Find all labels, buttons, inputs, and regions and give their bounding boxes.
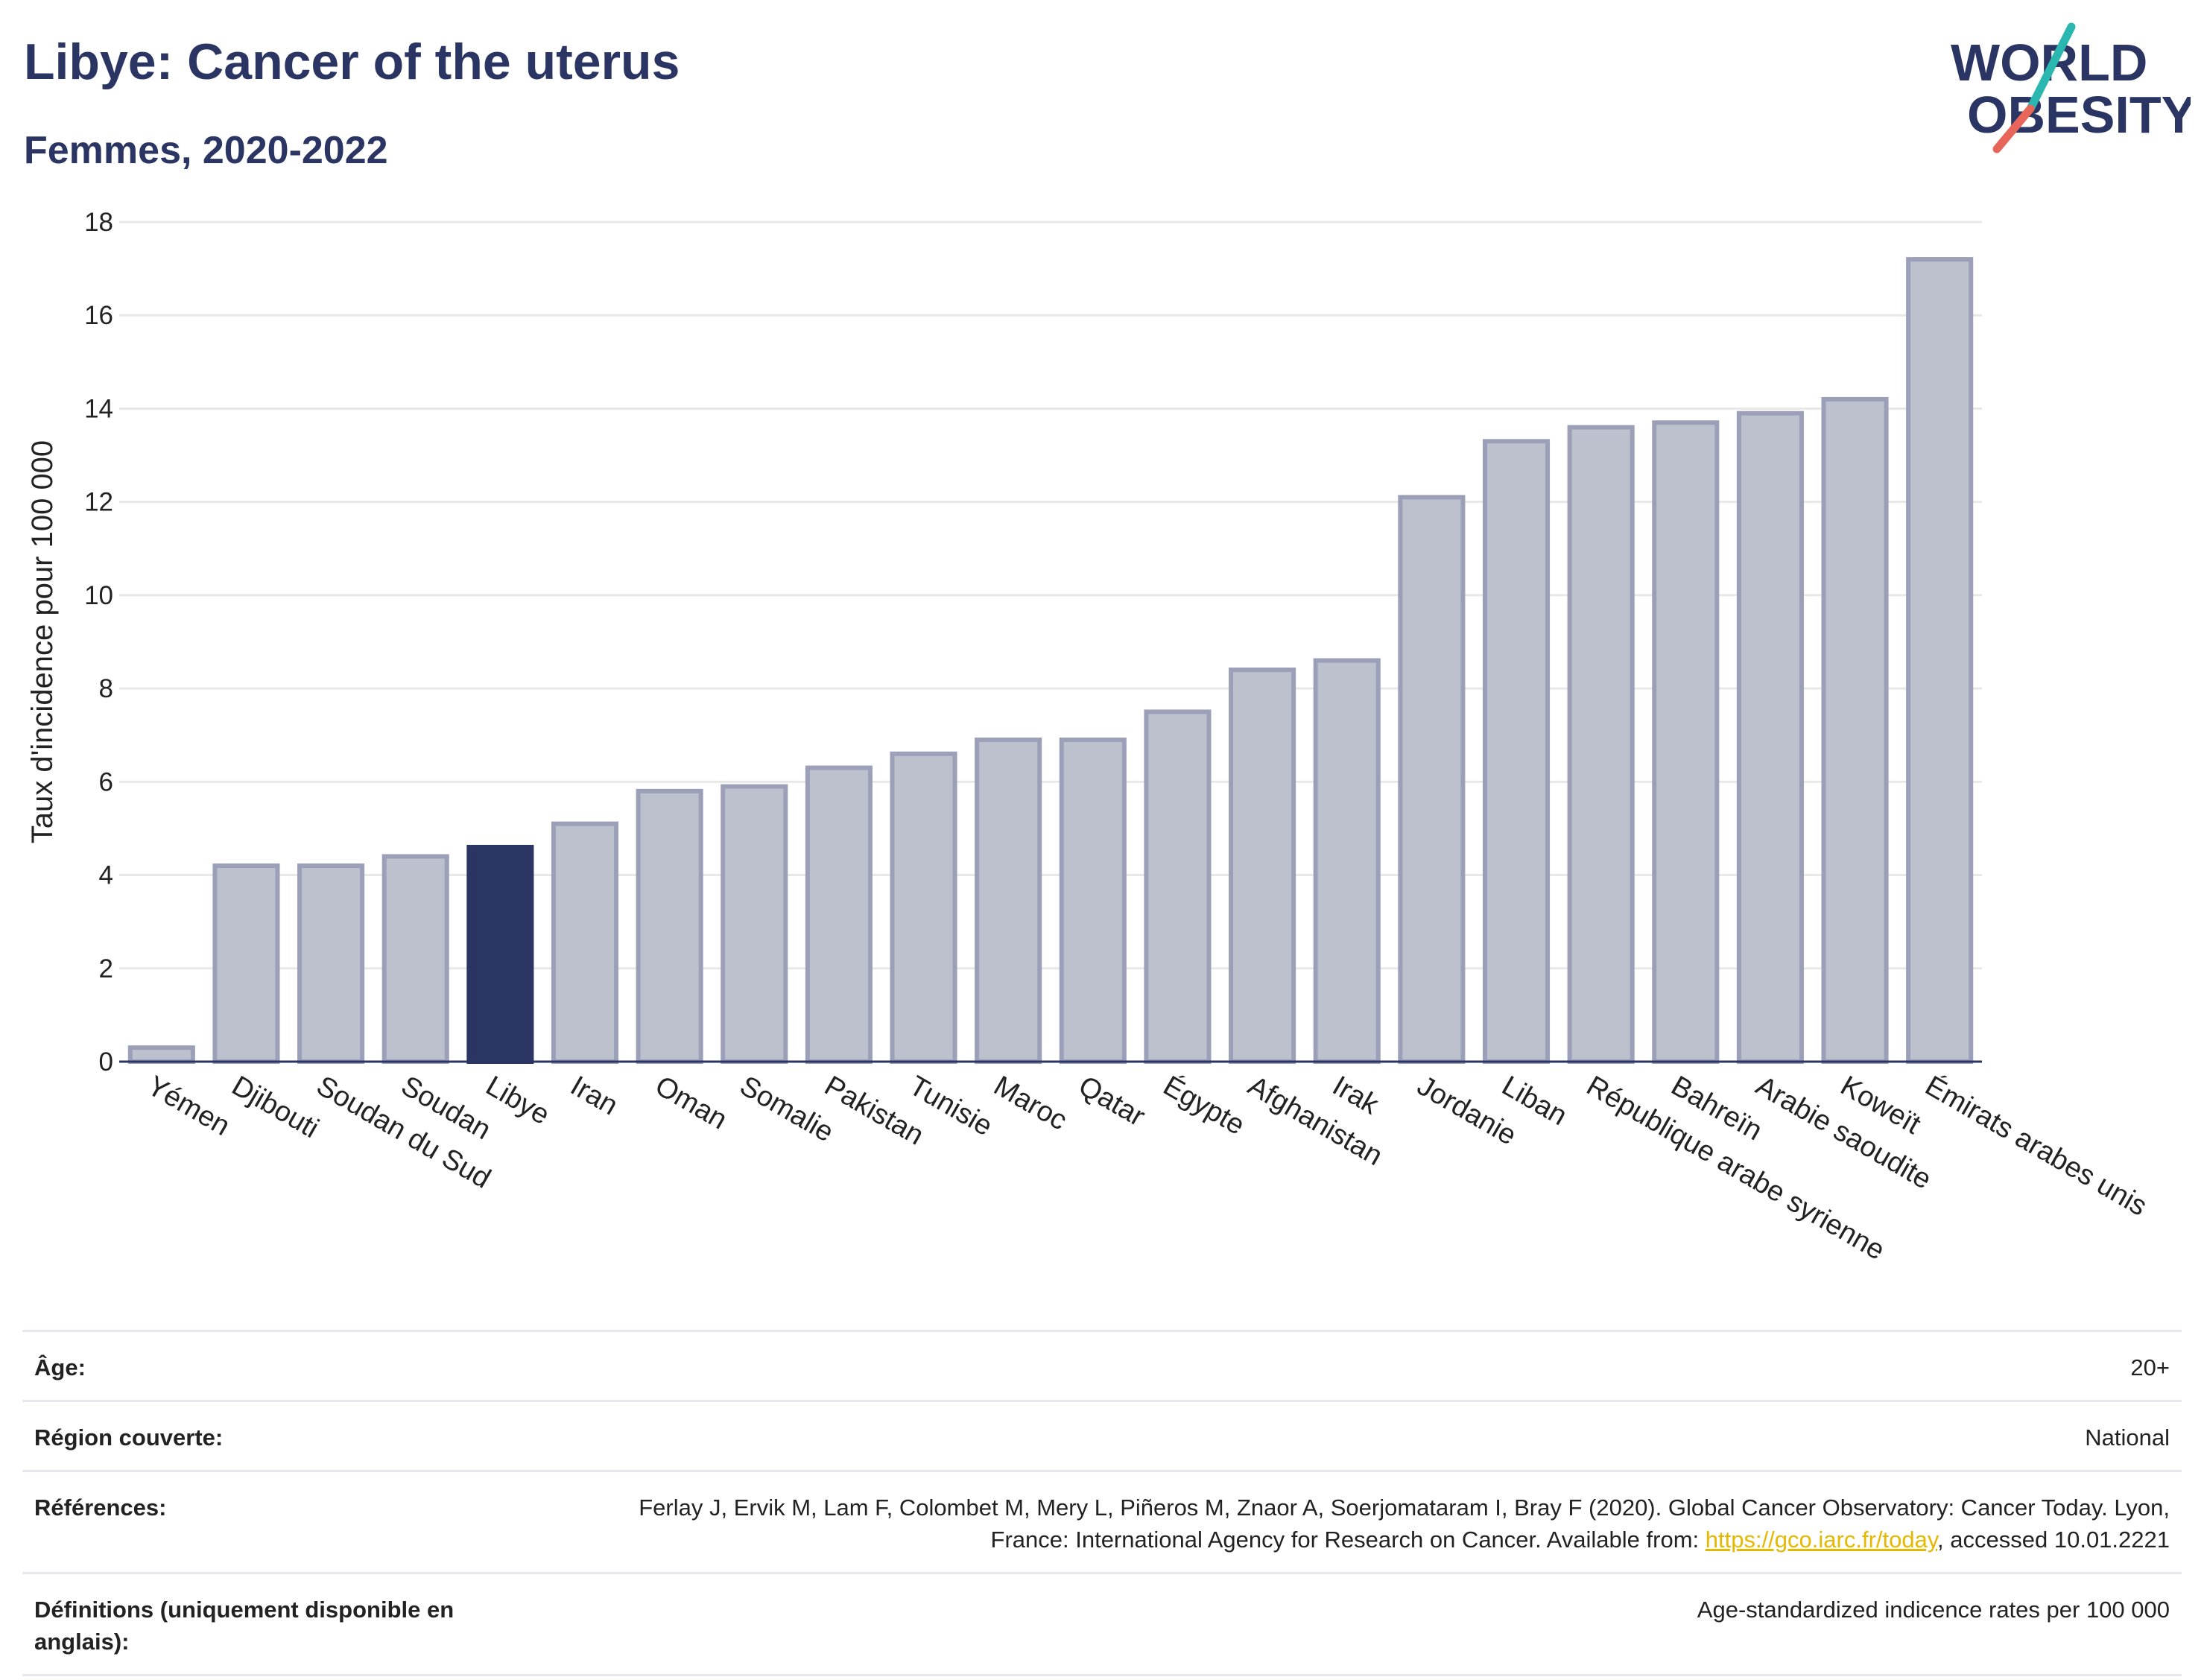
y-tick-label: 4 [99,861,113,890]
bar-7[interactable] [721,784,788,1065]
bar-18[interactable] [1652,420,1720,1064]
x-tick-label: Émirats arabes unis [1920,1070,2153,1223]
y-tick-label: 16 [84,301,113,330]
bar-19[interactable] [1736,411,1804,1064]
bar-9[interactable] [890,751,957,1064]
meta-refs-text: Ferlay J, Ervik M, Lam F, Colombet M, Me… [639,1494,2170,1553]
chart-bars [127,257,1974,1065]
y-tick-label: 6 [99,767,113,796]
bar-12[interactable] [1144,709,1212,1065]
bar-2[interactable] [297,863,365,1064]
y-axis-title: Taux d'incidence pour 100 000 [26,440,59,843]
y-tick-label: 12 [84,488,113,517]
bar-16[interactable] [1482,439,1551,1064]
bar-10[interactable] [975,737,1042,1064]
x-tick-label: Égypte [1158,1070,1250,1141]
y-axis-ticks: 0 2 4 6 8 10 12 14 16 18 [84,208,113,1077]
y-tick-label: 10 [84,581,113,610]
bar-21[interactable] [1906,257,1974,1065]
bar-5[interactable] [551,821,619,1065]
reference-link[interactable]: https://gco.iarc.fr/today [1705,1527,1938,1553]
y-tick-label: 18 [84,208,113,237]
meta-defs-value: Age-standardized indicence rates per 100… [1697,1597,2170,1623]
meta-row-references: Références: Ferlay J, Ervik M, Lam F, Co… [22,1470,2182,1572]
bar-11[interactable] [1059,737,1127,1064]
y-tick-label: 8 [99,674,113,703]
bar-6[interactable] [636,788,703,1065]
x-tick-label: Oman [650,1070,732,1135]
y-tick-label: 2 [99,954,113,983]
x-tick-label: Yémen [142,1070,235,1142]
y-tick-label: 0 [99,1047,113,1077]
meta-region-label: Région couverte: [34,1424,224,1451]
meta-refs-text-end: , accessed 10.01.2221 [1937,1527,2170,1553]
meta-age-label: Âge: [34,1354,86,1381]
meta-refs-label: Références: [34,1494,167,1521]
bar-1[interactable] [212,863,280,1064]
bar-4[interactable] [466,844,534,1064]
bar-8[interactable] [805,765,873,1065]
meta-age-value: 20+ [2130,1354,2170,1381]
bar-15[interactable] [1398,495,1466,1064]
y-tick-label: 14 [84,394,113,423]
meta-row-region: Région couverte: National [22,1400,2182,1470]
meta-row-definitions: Définitions (uniquement disponible en an… [22,1572,2182,1676]
bar-0[interactable] [127,1045,195,1065]
world-obesity-logo: WORLD OBESITY [1951,22,2191,153]
x-tick-label: Irak [1327,1070,1384,1121]
chart-title: Libye: Cancer of the uterus [24,34,680,90]
x-tick-label: Maroc [989,1070,1072,1136]
meta-row-age: Âge: 20+ [22,1330,2182,1400]
bar-3[interactable] [381,854,449,1064]
meta-refs-value: Ferlay J, Ervik M, Lam F, Colombet M, Me… [568,1492,2170,1556]
x-tick-label: Iran [566,1070,624,1121]
bar-13[interactable] [1229,668,1296,1064]
metadata-table: Âge: 20+ Région couverte: National Référ… [22,1330,2182,1676]
bar-20[interactable] [1821,396,1889,1064]
x-tick-label: Qatar [1073,1070,1150,1132]
meta-region-value: National [2085,1424,2170,1451]
bar-14[interactable] [1313,658,1381,1064]
x-tick-label: Djibouti [227,1070,324,1144]
chart-subtitle: Femmes, 2020-2022 [24,129,388,172]
logo-slash-coral-icon [1992,104,2035,153]
meta-defs-label: Définitions (uniquement disponible en an… [34,1597,455,1655]
x-tick-label: Somalie [735,1070,839,1148]
bar-17[interactable] [1567,425,1635,1064]
logo-slash-teal-icon [2026,22,2076,113]
